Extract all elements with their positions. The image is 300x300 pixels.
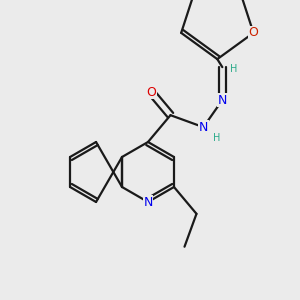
Text: H: H — [213, 133, 221, 143]
Text: O: O — [146, 86, 156, 99]
Text: O: O — [248, 26, 258, 39]
Text: H: H — [230, 64, 238, 74]
Text: N: N — [199, 121, 208, 134]
Text: N: N — [143, 196, 153, 208]
Text: N: N — [218, 94, 227, 106]
